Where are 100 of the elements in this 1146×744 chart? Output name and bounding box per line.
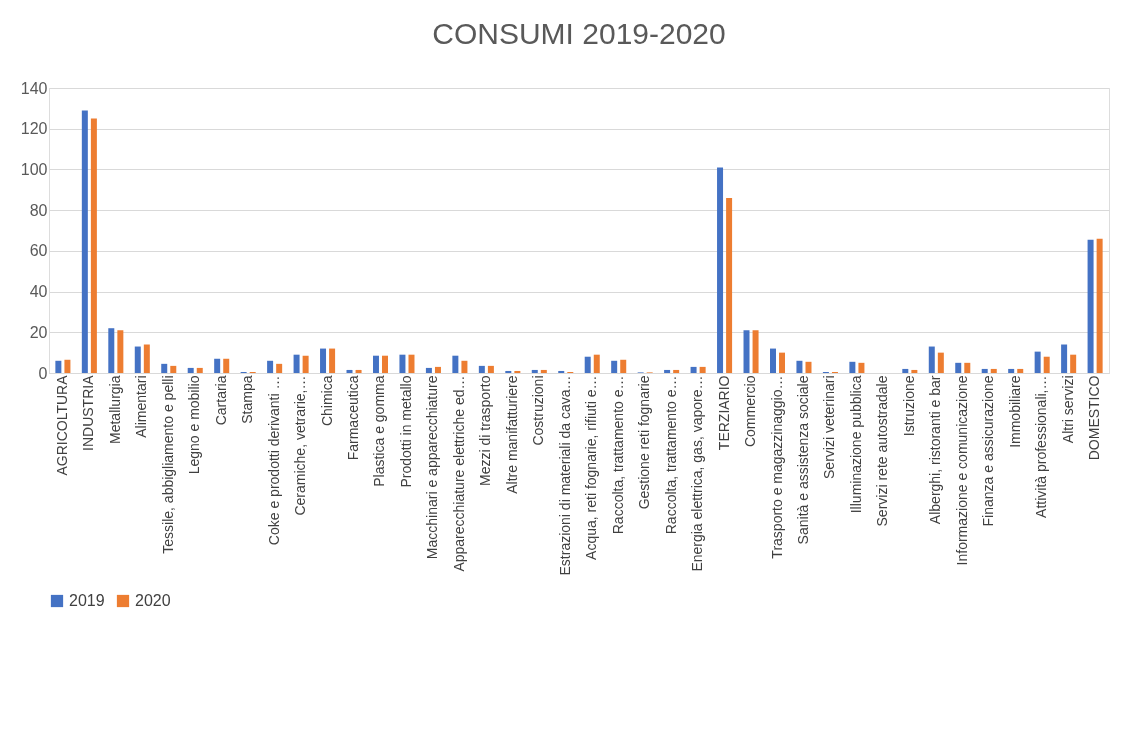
x-tick-label: Alberghi, ristoranti e bar	[927, 375, 944, 525]
bar	[161, 363, 168, 373]
x-tick-label: INDUSTRIA	[80, 374, 97, 451]
bar	[611, 360, 618, 373]
x-tick-label: Farmaceutica	[345, 375, 362, 461]
bar	[372, 355, 379, 373]
y-tick-label: 140	[20, 79, 48, 97]
bar	[214, 358, 221, 373]
x-tick-label: Metallurgia	[106, 375, 123, 444]
bar	[964, 362, 971, 373]
bar	[382, 355, 389, 373]
bar	[769, 348, 776, 373]
bar	[478, 365, 485, 373]
bar	[1034, 351, 1041, 373]
bar	[717, 167, 724, 373]
bar	[276, 363, 283, 373]
x-tick-label: Alimentari	[133, 375, 150, 438]
bar	[1087, 239, 1094, 373]
bar	[134, 346, 141, 373]
bar	[81, 110, 88, 373]
bar	[805, 361, 812, 373]
bar	[1061, 344, 1068, 373]
x-tick-label: Estrazioni di materiali da cava…	[556, 375, 573, 576]
bar	[293, 354, 300, 373]
legend-label: 2020	[135, 592, 171, 609]
chart-title: CONSUMI 2019-2020	[432, 17, 726, 50]
x-tick-label: Trasporto e magazzinaggio…	[768, 375, 785, 559]
bar	[743, 330, 750, 373]
x-tick-label: Gestione reti fognarie	[636, 375, 653, 510]
bar	[593, 354, 600, 373]
bar	[64, 359, 71, 373]
bar	[223, 358, 230, 373]
bar	[1043, 356, 1050, 373]
bar	[320, 348, 327, 373]
bar	[399, 354, 406, 373]
x-tick-label: Attività professionali,…	[1033, 375, 1050, 518]
y-tick-label: 120	[20, 120, 48, 138]
y-tick-label: 0	[38, 364, 48, 382]
x-tick-label: Energia elettrica, gas, vapore…	[689, 375, 706, 572]
bar	[170, 365, 177, 373]
x-tick-label: Commercio	[742, 375, 759, 448]
bar	[505, 370, 512, 373]
x-tick-label: Raccolta, trattamento e…	[662, 375, 679, 535]
bar	[1096, 238, 1103, 373]
bar	[346, 369, 353, 373]
x-tick-label: Prodotti in metallo	[397, 375, 414, 488]
y-tick-label: 100	[20, 160, 48, 178]
x-tick-label: Mezzi di trasporto	[477, 375, 494, 486]
bar	[664, 369, 671, 373]
bar	[584, 356, 591, 373]
bar	[1008, 368, 1015, 373]
bar	[302, 355, 309, 373]
bar	[955, 362, 962, 373]
bar	[699, 366, 706, 373]
bar	[531, 369, 538, 373]
bar	[726, 197, 733, 373]
x-tick-label: Ceramiche, vetrarie,…	[292, 375, 309, 516]
bar	[690, 366, 697, 373]
x-tick-label: Altre manifatturiere	[503, 375, 520, 494]
y-tick-label: 40	[29, 283, 48, 301]
bar	[1070, 354, 1077, 373]
x-tick-label: Altri servizi	[1059, 375, 1076, 444]
x-tick-label: Apparecchiature elettriche ed…	[450, 375, 467, 572]
bar	[849, 361, 856, 373]
x-tick-label: Cartaria	[212, 375, 229, 426]
legend-label: 2019	[69, 592, 105, 609]
bar	[540, 369, 547, 373]
bar	[90, 118, 97, 373]
bar	[196, 367, 203, 373]
x-tick-label: Servizi rete autostradale	[874, 375, 891, 527]
bar	[673, 369, 680, 373]
bar	[779, 352, 786, 373]
bar	[425, 367, 432, 373]
bar	[902, 368, 909, 373]
bar	[461, 360, 468, 373]
bar	[452, 355, 459, 373]
x-tick-label: Tessile, abbigliamento e pelli	[159, 375, 176, 554]
bar	[434, 366, 441, 373]
bar	[1017, 368, 1024, 373]
bar	[858, 362, 865, 373]
x-tick-label: Immobiliare	[1006, 375, 1023, 448]
x-tick-label: Sanità e assistenza sociale	[794, 375, 811, 545]
bar	[796, 360, 803, 373]
bar	[329, 348, 336, 373]
bar	[108, 328, 115, 373]
x-tick-label: Servizi veterinari	[821, 375, 838, 479]
bar	[981, 368, 988, 373]
bar	[187, 367, 194, 373]
bar	[558, 370, 565, 373]
x-tick-label: Informazione e comunicazione	[953, 375, 970, 566]
bar	[355, 369, 362, 373]
x-tick-label: Legno e mobilio	[186, 375, 203, 475]
x-tick-label: Plastica e gomma	[371, 375, 388, 487]
bar	[752, 330, 759, 373]
bar	[937, 352, 944, 373]
bar	[55, 360, 62, 373]
x-tick-label: Coke e prodotti derivanti …	[265, 375, 282, 546]
y-tick-label: 20	[29, 323, 48, 341]
x-tick-label: Acqua, reti fognarie, rifiuti e…	[583, 375, 600, 560]
bar	[267, 360, 274, 373]
